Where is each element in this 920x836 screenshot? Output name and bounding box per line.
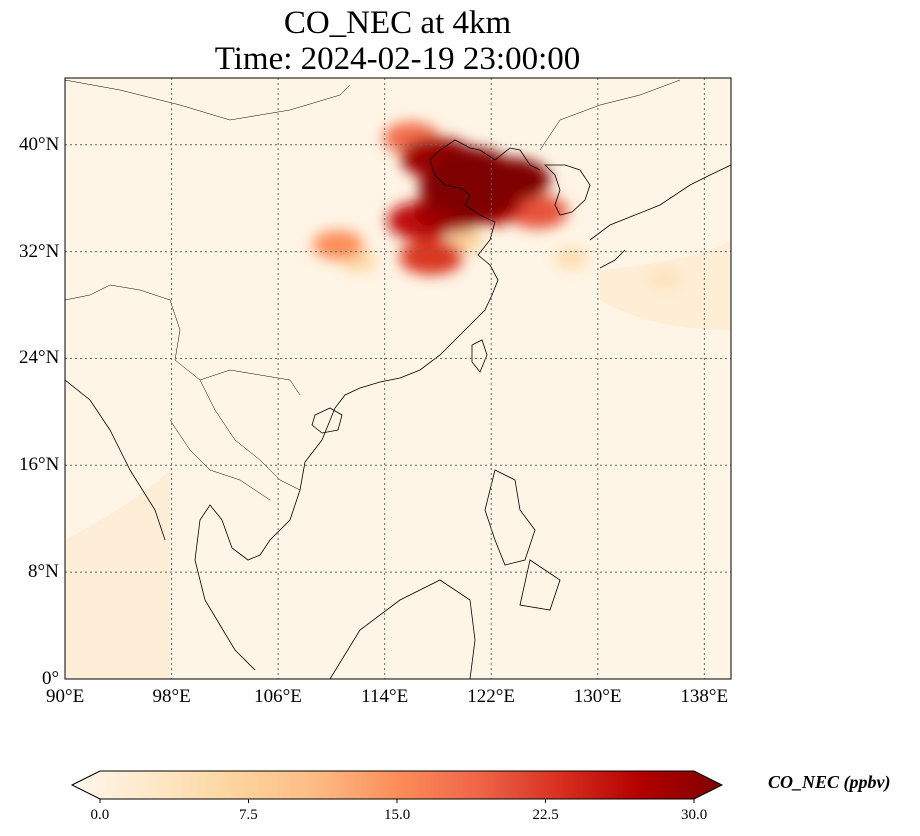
lon-tick-label: 114°E	[361, 686, 409, 707]
lon-tick-label: 130°E	[573, 686, 622, 707]
myanmar-coastline	[65, 379, 166, 541]
lon-tick-label: 122°E	[467, 686, 515, 707]
lat-tick-label: 16°N	[19, 454, 60, 476]
colorbar-tick-label: 7.5	[239, 807, 258, 823]
lon-tick-label: 98°E	[152, 686, 191, 707]
taiwan-island	[471, 339, 488, 373]
borneo-coastline	[329, 579, 476, 679]
country-borders	[65, 79, 681, 501]
plume-cell	[553, 247, 589, 269]
hainan-island	[311, 407, 343, 434]
lon-tick-label: 138°E	[680, 686, 729, 707]
colorbar-tick-label: 15.0	[384, 807, 411, 823]
lat-tick-label: 0°	[42, 668, 60, 689]
colorbar-gradient	[70, 770, 724, 800]
co-concentration-field	[312, 122, 681, 289]
plume-cell	[647, 268, 681, 289]
korea-coastline	[544, 164, 591, 216]
indochina-coastline	[194, 407, 336, 671]
plume-cell	[507, 194, 568, 229]
plume-cell	[399, 239, 464, 275]
map-title: CO_NEC at 4km	[283, 5, 512, 41]
colorbar-tick-label: 30.0	[681, 807, 708, 823]
faint-background-field	[65, 470, 170, 679]
lat-tick-label: 24°N	[19, 347, 60, 369]
lon-tick-label: 106°E	[254, 686, 302, 707]
colorbar-tick-label: 22.5	[532, 807, 559, 823]
lon-tick-label: 90°E	[46, 686, 85, 707]
plume-cell	[312, 230, 364, 260]
colorbar	[70, 770, 724, 803]
lat-tick-label: 32°N	[19, 240, 60, 262]
map-frame	[64, 77, 732, 680]
philippines-coastline	[484, 469, 561, 611]
china-coastline	[334, 139, 541, 409]
lat-tick-label: 8°N	[28, 561, 59, 583]
japan-coastline	[589, 164, 731, 269]
lat-tick-label: 40°N	[19, 133, 60, 155]
coastlines	[65, 139, 731, 679]
map-timestamp: Time: 2024-02-19 23:00:00	[214, 41, 581, 77]
colorbar-label: CO_NEC (ppbv)	[768, 772, 891, 792]
graticule	[65, 78, 731, 679]
colorbar-tick-label: 0.0	[90, 807, 110, 823]
